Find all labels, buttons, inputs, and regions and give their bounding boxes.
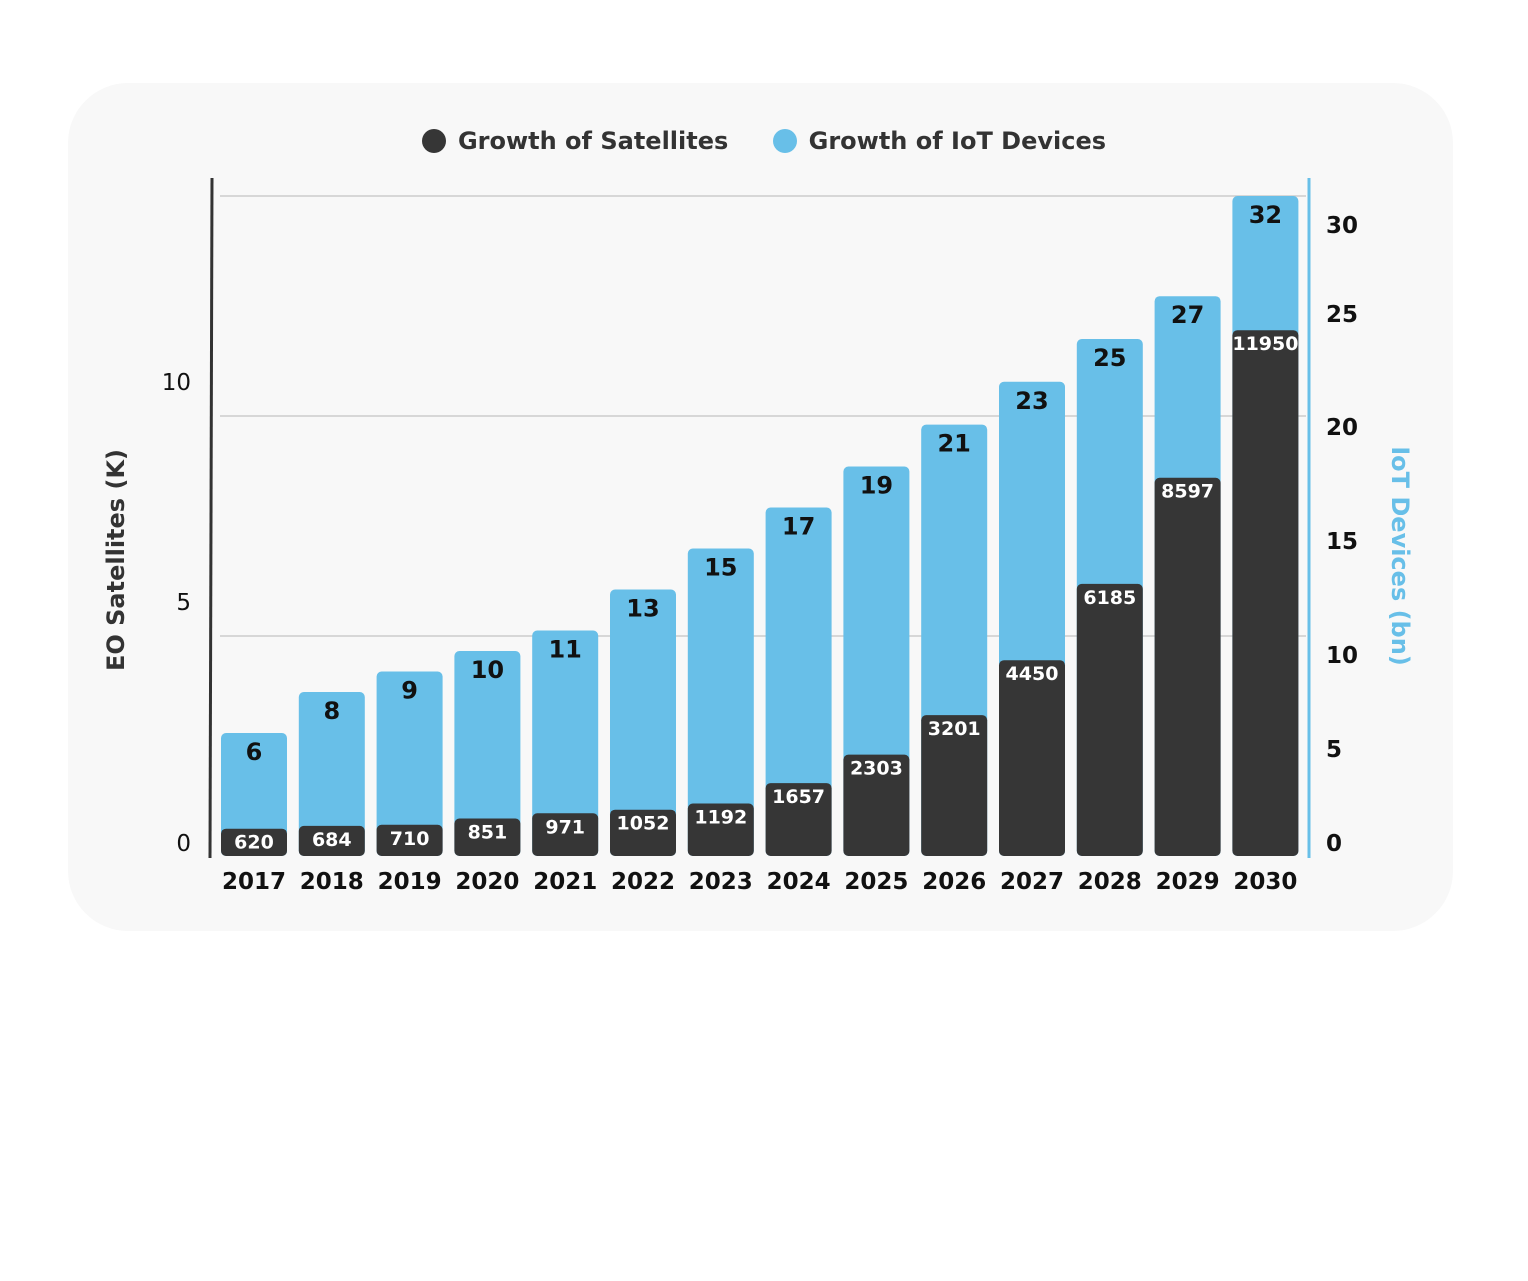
- data-label-satellites-2030: 11950: [1232, 333, 1298, 355]
- y-right-tick-15: 15: [1326, 529, 1358, 555]
- axes: [208, 177, 1311, 859]
- legend-item-iot: Growth of IoT Devices: [772, 127, 1107, 155]
- left-axis-line: [208, 177, 214, 859]
- data-label-iot-2025: 19: [860, 472, 893, 500]
- data-label-satellites-2017: 620: [234, 832, 274, 854]
- bar-satellites-2018: [298, 825, 365, 856]
- bar-satellites-2024: [765, 783, 832, 856]
- bar-satellites-2020: [454, 818, 521, 856]
- y-left-axis-title: EO Satellites (K): [102, 449, 130, 671]
- data-label-satellites-2022: 1052: [617, 813, 670, 835]
- bar-satellites-2022: [610, 809, 676, 856]
- grid-lines: [220, 195, 1306, 637]
- data-label-iot-2023: 15: [704, 554, 737, 582]
- data-label-satellites-2020: 851: [468, 822, 508, 844]
- x-tick-label-2029: 2029: [1156, 869, 1220, 895]
- data-label-satellites-2027: 4450: [1006, 663, 1059, 685]
- data-label-satellites-2019: 710: [390, 828, 430, 850]
- bars: [221, 196, 1299, 856]
- data-label-satellites-2021: 971: [545, 816, 585, 838]
- legend-swatch-satellites: [421, 129, 446, 153]
- x-tick-label-2020: 2020: [455, 869, 519, 895]
- bar-iot-2022: [610, 589, 676, 856]
- data-label-iot-2028: 25: [1093, 344, 1126, 372]
- y-right-tick-20: 20: [1326, 415, 1358, 441]
- y-left-tick-0: 0: [176, 831, 191, 857]
- bar-satellites-2025: [843, 754, 910, 856]
- data-label-iot-2019: 9: [401, 677, 418, 705]
- y-right-tick-0: 0: [1326, 831, 1342, 857]
- data-label-iot-2027: 23: [1015, 387, 1048, 415]
- data-label-satellites-2024: 1657: [772, 786, 825, 808]
- y-left-tick-10: 10: [162, 370, 191, 396]
- data-label-satellites-2029: 8597: [1161, 481, 1214, 503]
- data-label-satellites-2023: 1192: [694, 807, 747, 829]
- bar-iot-2020: [454, 651, 521, 856]
- y-right-tick-10: 10: [1326, 643, 1358, 669]
- x-tick-label-2018: 2018: [300, 869, 364, 895]
- bar-satellites-2027: [999, 660, 1065, 856]
- data-label-satellites-2025: 2303: [850, 758, 903, 780]
- data-label-iot-2024: 17: [782, 513, 815, 541]
- bar-satellites-2029: [1154, 477, 1221, 856]
- bar-satellites-2021: [532, 813, 599, 856]
- x-tick-label-2030: 2030: [1233, 869, 1297, 895]
- data-label-iot-2017: 6: [246, 738, 263, 766]
- y-right-tick-5: 5: [1326, 737, 1342, 763]
- bar-iot-2021: [532, 630, 599, 856]
- data-label-iot-2030: 32: [1249, 201, 1282, 229]
- data-label-satellites-2028: 6185: [1083, 587, 1136, 609]
- bar-satellites-2030: [1232, 330, 1299, 856]
- legend-item-satellites: Growth of Satellites: [421, 127, 729, 155]
- x-tick-label-2024: 2024: [767, 869, 831, 895]
- data-label-satellites-2026: 3201: [928, 718, 981, 740]
- x-tick-label-2023: 2023: [689, 869, 753, 895]
- x-tick-label-2025: 2025: [844, 869, 908, 895]
- data-label-iot-2026: 21: [937, 430, 970, 458]
- bar-iot-2024: [765, 507, 832, 856]
- bar-iot-2023: [687, 548, 754, 856]
- legend-label-iot: Growth of IoT Devices: [808, 127, 1107, 155]
- data-label-iot-2022: 13: [626, 595, 659, 623]
- bar-satellites-2026: [921, 715, 988, 856]
- legend: Growth of Satellites Growth of IoT Devic…: [0, 127, 1528, 159]
- legend-swatch-iot: [772, 129, 797, 153]
- data-label-iot-2018: 8: [323, 697, 340, 725]
- data-label-iot-2021: 11: [548, 636, 581, 664]
- x-tick-label-2028: 2028: [1078, 869, 1142, 895]
- bar-satellites-2017: [221, 828, 287, 856]
- labels: 6620201786842018971020191085120201197120…: [102, 201, 1414, 895]
- x-tick-label-2022: 2022: [611, 869, 675, 895]
- legend-label-satellites: Growth of Satellites: [457, 127, 729, 155]
- data-label-iot-2020: 10: [471, 656, 504, 684]
- bar-iot-2018: [298, 692, 365, 856]
- y-right-tick-25: 25: [1326, 302, 1358, 328]
- bar-satellites-2028: [1076, 583, 1143, 856]
- data-label-iot-2029: 27: [1171, 301, 1204, 329]
- data-label-satellites-2018: 684: [312, 829, 352, 851]
- bar-iot-2019: [376, 671, 443, 856]
- x-tick-label-2019: 2019: [378, 869, 442, 895]
- x-tick-label-2027: 2027: [1000, 869, 1064, 895]
- x-tick-label-2017: 2017: [222, 869, 286, 895]
- bar-satellites-2023: [687, 803, 754, 856]
- y-right-tick-30: 30: [1326, 213, 1358, 239]
- bar-iot-2017: [221, 733, 287, 856]
- y-left-tick-5: 5: [176, 590, 191, 616]
- x-tick-label-2026: 2026: [922, 869, 986, 895]
- bar-satellites-2019: [376, 824, 443, 856]
- y-right-axis-title: IoT Devices (bn): [1386, 446, 1414, 666]
- x-tick-label-2021: 2021: [533, 869, 597, 895]
